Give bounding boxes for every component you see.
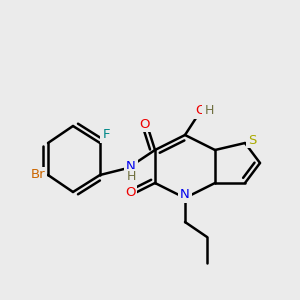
Text: O: O (139, 118, 149, 130)
Text: O: O (125, 187, 135, 200)
Text: N: N (180, 188, 190, 202)
Text: H: H (204, 104, 214, 118)
Text: S: S (248, 134, 256, 146)
Text: F: F (102, 128, 110, 142)
Text: H: H (126, 170, 136, 184)
Text: Br: Br (31, 169, 45, 182)
Text: N: N (126, 160, 136, 173)
Text: O: O (195, 104, 205, 118)
